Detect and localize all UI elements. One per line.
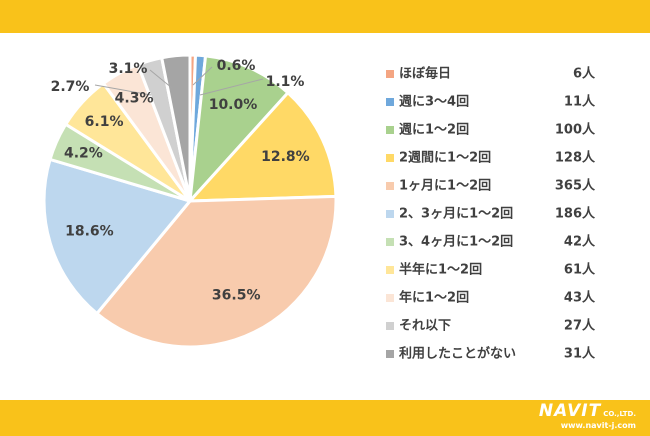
legend-swatch bbox=[386, 210, 394, 218]
pie-percent-labels: 0.6% 1.1% 10.0% 12.8% 36.5% 18.6% 4.2% 6.1% 4.3%… bbox=[51, 58, 310, 303]
pie-slice-label: 3.1% bbox=[109, 61, 148, 77]
legend-swatch bbox=[386, 182, 394, 190]
pie-slice-label: 4.3% bbox=[115, 91, 154, 107]
legend-label: 年に1～2回 bbox=[399, 290, 469, 306]
legend-item: 週に3～4回 11人 bbox=[386, 94, 596, 110]
pie-slice-label: 10.0% bbox=[209, 97, 258, 113]
legend-count: 61人 bbox=[564, 262, 596, 278]
pie-slice bbox=[42, 157, 193, 316]
legend-swatch bbox=[386, 266, 394, 274]
legend-label: それ以下 bbox=[399, 319, 451, 334]
legend-swatch bbox=[386, 238, 394, 246]
legend-count: 100人 bbox=[555, 122, 596, 138]
pie-slice-label: 36.5% bbox=[212, 287, 261, 303]
legend-label: 3、4ヶ月に1～2回 bbox=[399, 235, 513, 250]
legend-item: 2週間に1～2回 128人 bbox=[386, 150, 596, 166]
legend-item: ほぼ毎日 6人 bbox=[386, 66, 596, 82]
bottom-banner bbox=[0, 400, 650, 436]
logo-name: NAVIT bbox=[538, 401, 602, 421]
pie-leader-line bbox=[94, 84, 152, 96]
legend-swatch bbox=[386, 126, 394, 134]
pie-chart: 0.6% 1.1% 10.0% 12.8% 36.5% 18.6% 4.2% 6.1% 4.3%… bbox=[42, 53, 596, 362]
legend-label: ほぼ毎日 bbox=[399, 66, 451, 82]
pie-leader-line bbox=[199, 78, 264, 96]
legend-label: 1ヶ月に1～2回 bbox=[399, 179, 491, 194]
pie-leader-line bbox=[192, 66, 213, 86]
pie-slice bbox=[94, 194, 338, 349]
legend-swatch bbox=[386, 322, 394, 330]
legend-label: 週に3～4回 bbox=[399, 95, 469, 110]
legend-label: 週に1～2回 bbox=[399, 123, 469, 138]
pie-slice bbox=[188, 54, 291, 206]
legend-item: それ以下 27人 bbox=[386, 318, 596, 334]
legend-count: 42人 bbox=[564, 234, 596, 250]
legend-item: 3、4ヶ月に1～2回 42人 bbox=[386, 234, 596, 250]
legend-label: 半年に1～2回 bbox=[399, 262, 482, 278]
pie-slice-label: 2.7% bbox=[51, 79, 90, 95]
legend-swatch bbox=[386, 98, 394, 106]
legend-swatch bbox=[386, 154, 394, 162]
pie-leader-lines bbox=[94, 66, 264, 96]
legend-item: 1ヶ月に1～2回 365人 bbox=[386, 178, 596, 194]
navit-logo: NAVIT CO.,LTD. www.navit-j.com bbox=[539, 403, 636, 430]
pie-slice-label: 0.6% bbox=[217, 58, 256, 74]
top-banner bbox=[0, 0, 650, 33]
legend-item: 利用したことがない 31人 bbox=[386, 346, 596, 362]
legend-swatch bbox=[386, 294, 394, 302]
legend-item: 週に1～2回 100人 bbox=[386, 122, 596, 138]
legend-count: 128人 bbox=[555, 150, 596, 166]
legend-count: 11人 bbox=[564, 94, 596, 110]
pie-leader-line bbox=[149, 69, 173, 89]
pie-slice-label: 18.6% bbox=[65, 224, 114, 240]
legend-count: 31人 bbox=[564, 346, 596, 362]
pie-slice-label: 1.1% bbox=[266, 74, 305, 90]
legend-label: 利用したことがない bbox=[399, 346, 516, 362]
legend-item: 半年に1～2回 61人 bbox=[386, 262, 596, 278]
legend-item: 2、3ヶ月に1～2回 186人 bbox=[386, 206, 596, 222]
pie-slice-label: 6.1% bbox=[85, 114, 124, 130]
pie-slices bbox=[42, 53, 338, 349]
pie-slice bbox=[186, 90, 338, 203]
logo-suffix: CO.,LTD. bbox=[603, 410, 636, 418]
legend-label: 2週間に1～2回 bbox=[399, 151, 491, 166]
legend-swatch bbox=[386, 70, 394, 78]
logo-url: www.navit-j.com bbox=[560, 421, 636, 430]
legend-count: 27人 bbox=[564, 318, 596, 334]
legend-label: 2、3ヶ月に1～2回 bbox=[399, 207, 513, 222]
legend-count: 43人 bbox=[564, 290, 596, 306]
legend-swatch bbox=[386, 350, 394, 358]
legend-count: 365人 bbox=[555, 178, 596, 194]
legend-count: 186人 bbox=[555, 206, 596, 222]
legend-item: 年に1～2回 43人 bbox=[386, 290, 596, 306]
pie-slice-label: 12.8% bbox=[261, 149, 310, 165]
legend-count: 6人 bbox=[573, 66, 596, 82]
pie-slice bbox=[159, 53, 192, 202]
pie-slice-label: 4.2% bbox=[64, 145, 103, 161]
